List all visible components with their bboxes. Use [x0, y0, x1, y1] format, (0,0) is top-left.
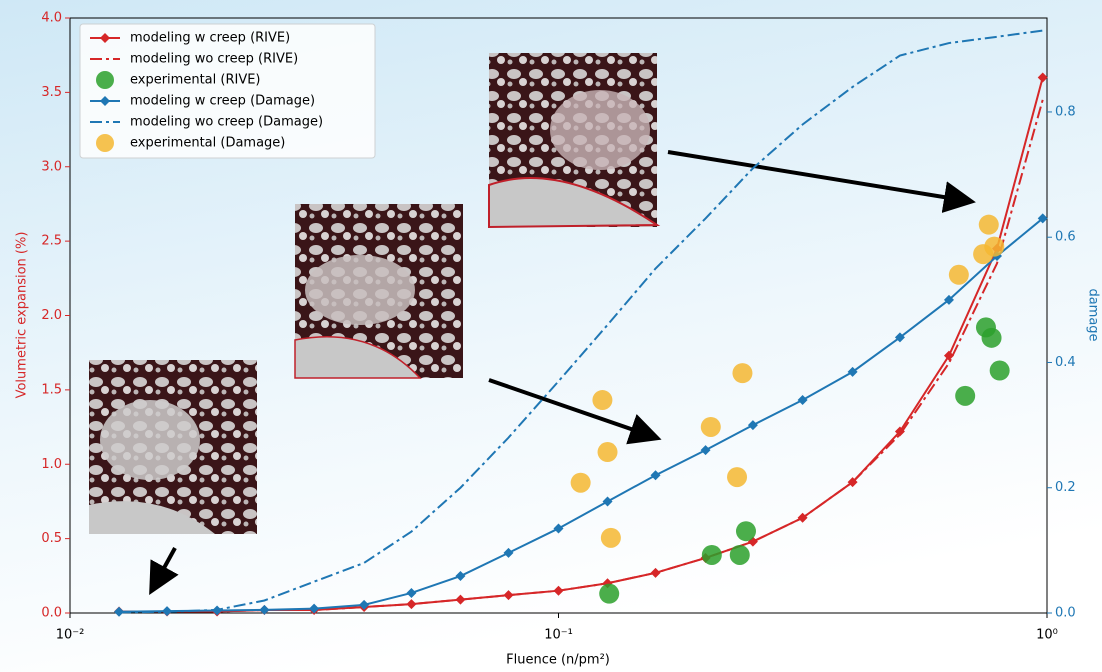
point [702, 545, 722, 565]
y-tick-label: 1.0 [41, 457, 62, 472]
point [592, 390, 612, 410]
y-tick-label: 3.0 [41, 159, 62, 174]
point [990, 361, 1010, 381]
point [598, 442, 618, 462]
inset-detail [305, 255, 415, 325]
y-tick-label: 3.5 [41, 85, 62, 100]
x-tick-label: 10⁻¹ [544, 628, 573, 643]
y2-tick-label: 0.8 [1055, 104, 1076, 119]
point [979, 215, 999, 235]
x-axis-label: Fluence (n/pm²) [506, 653, 610, 668]
y-tick-label: 2.5 [41, 234, 62, 249]
point [701, 417, 721, 437]
legend-label: modeling w creep (Damage) [130, 94, 315, 109]
legend: modeling w creep (RIVE) modeling wo creep… [80, 24, 375, 158]
x-tick-label: 10⁻² [56, 628, 85, 643]
point [736, 521, 756, 541]
chart: Volumetric expansion (%) damage Fluence … [0, 0, 1102, 672]
legend-label: experimental (Damage) [130, 136, 285, 151]
point [571, 473, 591, 493]
point [730, 545, 750, 565]
y2-tick-label: 0.6 [1055, 230, 1076, 245]
x-tick-label: 10⁰ [1036, 628, 1058, 643]
point [727, 467, 747, 487]
legend-label: modeling w creep (RIVE) [130, 31, 290, 46]
y-tick-label: 4.0 [41, 11, 62, 26]
point [601, 528, 621, 548]
legend-marker [96, 134, 114, 152]
legend-label: modeling wo creep (RIVE) [130, 52, 298, 67]
point [982, 328, 1002, 348]
point [955, 386, 975, 406]
y2-tick-label: 0.0 [1055, 606, 1076, 621]
y-tick-label: 2.0 [41, 308, 62, 323]
y-tick-label: 0.0 [41, 606, 62, 621]
y2-tick-label: 0.4 [1055, 355, 1076, 370]
legend-label: modeling wo creep (Damage) [130, 115, 323, 130]
y-tick-label: 0.5 [41, 531, 62, 546]
y2-tick-label: 0.2 [1055, 480, 1076, 495]
point [949, 265, 969, 285]
legend-label: experimental (RIVE) [130, 73, 261, 88]
point [984, 237, 1004, 257]
legend-marker [96, 71, 114, 89]
inset-detail [550, 90, 650, 170]
point [732, 363, 752, 383]
inset-detail [100, 400, 200, 480]
y-tick-label: 1.5 [41, 382, 62, 397]
point [599, 584, 619, 604]
y-axis-label: Volumetric expansion (%) [15, 232, 30, 399]
y2-axis-label: damage [1086, 288, 1101, 341]
